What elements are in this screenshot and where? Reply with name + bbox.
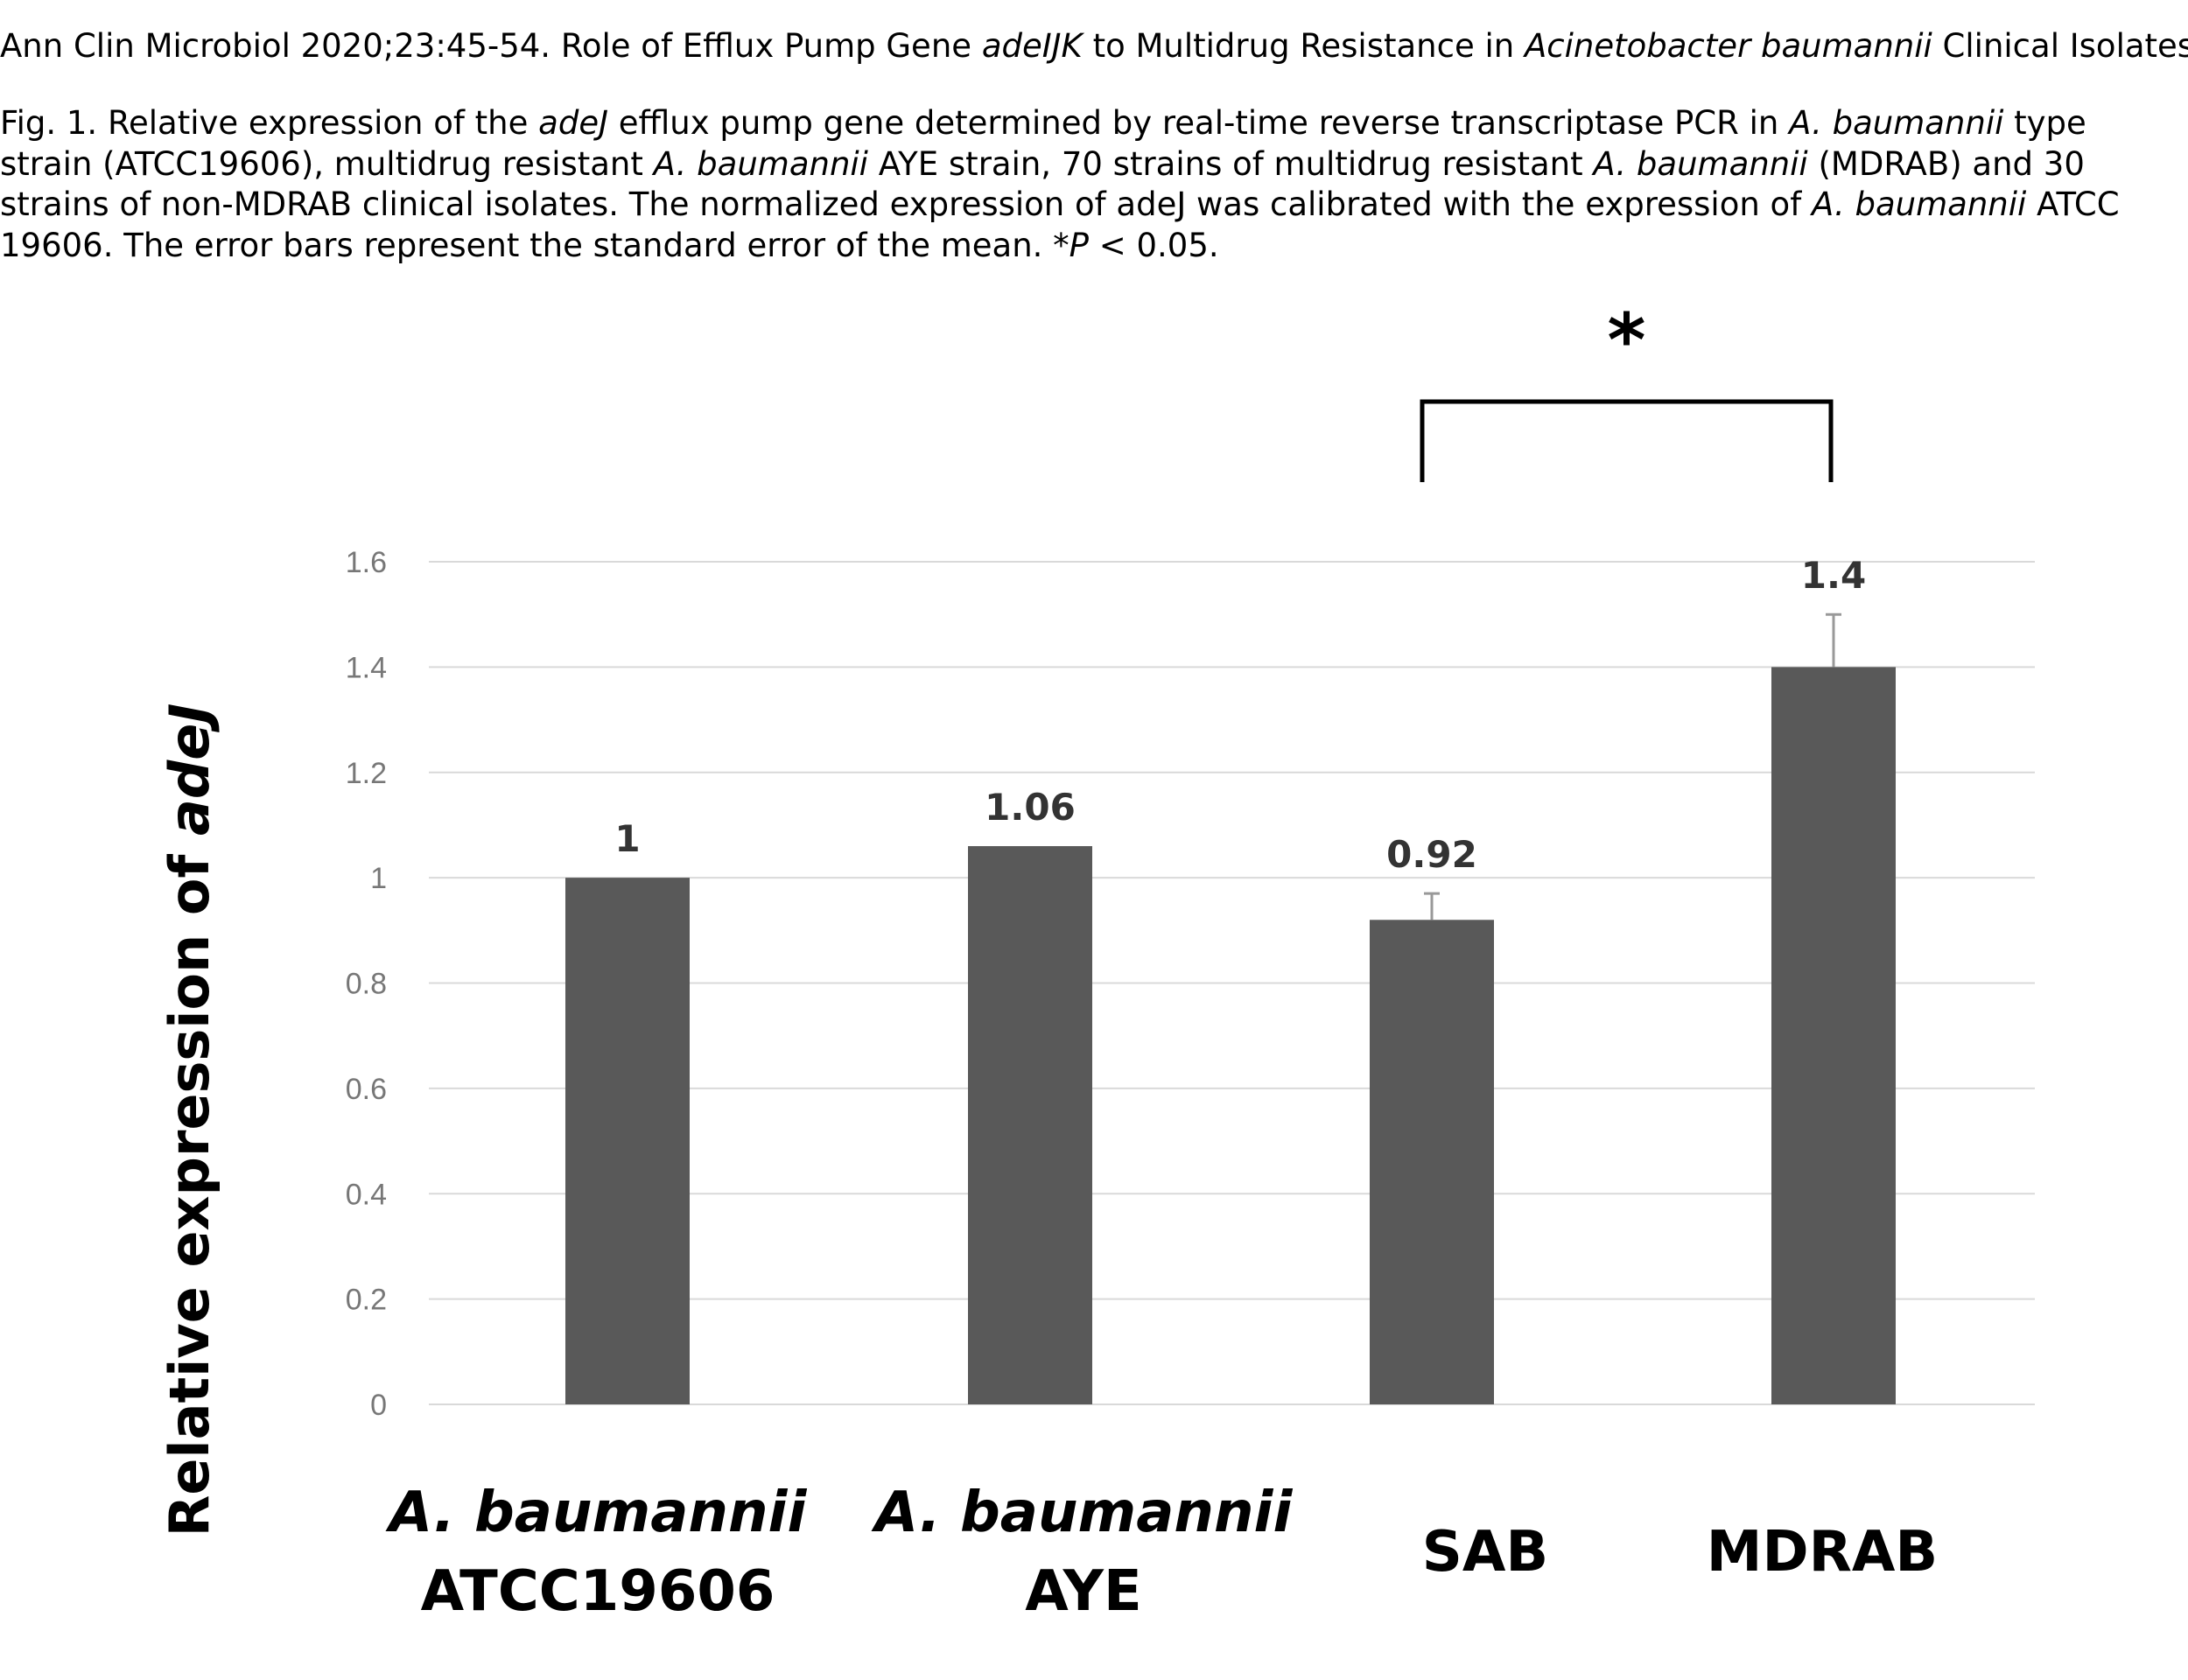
data-labels: 1 1.06 0.92 1.4 [614, 554, 1866, 876]
bar [968, 846, 1092, 1404]
caption-species: A. baumannii [1811, 186, 2027, 223]
data-label: 1.4 [1801, 554, 1866, 597]
bars [565, 667, 1896, 1404]
figure-caption: Fig. 1. Relative expression of the adeJ … [0, 103, 2186, 266]
data-label: 1.06 [985, 786, 1076, 829]
category-label: AYE [1025, 1559, 1141, 1624]
y-axis-label-text: Relative expression of [158, 836, 221, 1536]
bar [1370, 920, 1494, 1404]
category-label: ATCC19606 [421, 1559, 775, 1624]
caption-part: efflux pump gene determined by real-time… [608, 104, 1790, 142]
y-tick-label: 0.2 [346, 1284, 387, 1317]
y-tick-label: 0.8 [346, 968, 387, 1001]
caption-gene: adeJ [538, 104, 609, 142]
y-axis-label: Relative expression of adeJ [158, 704, 221, 1537]
caption-part: < 0.05. [1088, 226, 1219, 264]
caption-species: A. baumannii [1789, 104, 2004, 142]
caption-part: type strain (ATCC19606), multidrug resis… [0, 104, 2086, 183]
caption-part: ATCC 19606. The error bars represent the… [0, 186, 2120, 264]
bar [565, 878, 690, 1404]
y-tick-label: 0.4 [346, 1178, 387, 1211]
citation-line: Ann Clin Microbiol 2020;23:45-54. Role o… [0, 24, 2188, 68]
caption-part: (MDRAB) and 30 strains of non-MDRAB clin… [0, 144, 2085, 224]
citation-suffix: Clinical Isolates [1932, 27, 2188, 65]
y-tick-label: 1.6 [346, 546, 387, 579]
citation-prefix: Ann Clin Microbiol 2020;23:45-54. Role o… [0, 27, 982, 65]
y-tick-label: 1.2 [346, 757, 387, 790]
y-axis-label-gene: adeJ [158, 704, 221, 836]
y-axis-ticks: 0 0.2 0.4 0.6 0.8 1 1.2 1.4 1.6 [346, 546, 387, 1422]
y-tick-label: 1.4 [346, 651, 387, 684]
category-label: SAB [1422, 1520, 1548, 1585]
caption-p-value: P [1069, 226, 1089, 264]
citation-species: Acinetobacter baumannii [1524, 27, 1932, 65]
caption-species: A. baumannii [1593, 144, 1808, 183]
bar [1771, 667, 1896, 1404]
category-label: A. baumannii [871, 1480, 1294, 1545]
y-tick-label: 1 [370, 862, 387, 895]
category-label: A. baumannii [385, 1480, 808, 1545]
y-tick-label: 0 [370, 1389, 387, 1422]
gridlines [429, 561, 2035, 1405]
citation-middle: to Multidrug Resistance in [1082, 27, 1525, 65]
category-label: MDRAB [1707, 1520, 1938, 1585]
caption-species: A. baumannii [653, 144, 868, 183]
significance-marker: * [1420, 298, 1834, 482]
caption-part: Fig. 1. Relative expression of the [0, 104, 539, 142]
x-axis-categories: A. baumannii ATCC19606 A. baumannii AYE SAB M… [385, 1480, 1939, 1624]
citation-gene: adeIJK [981, 27, 1083, 65]
error-bars [1424, 612, 1841, 920]
significance-star: * [1608, 298, 1646, 383]
data-label: 0.92 [1386, 833, 1477, 876]
significance-bracket [1420, 399, 1834, 482]
data-label: 1 [614, 817, 640, 860]
y-tick-label: 0.6 [346, 1073, 387, 1106]
caption-part: AYE strain, 70 strains of multidrug resi… [867, 144, 1594, 183]
